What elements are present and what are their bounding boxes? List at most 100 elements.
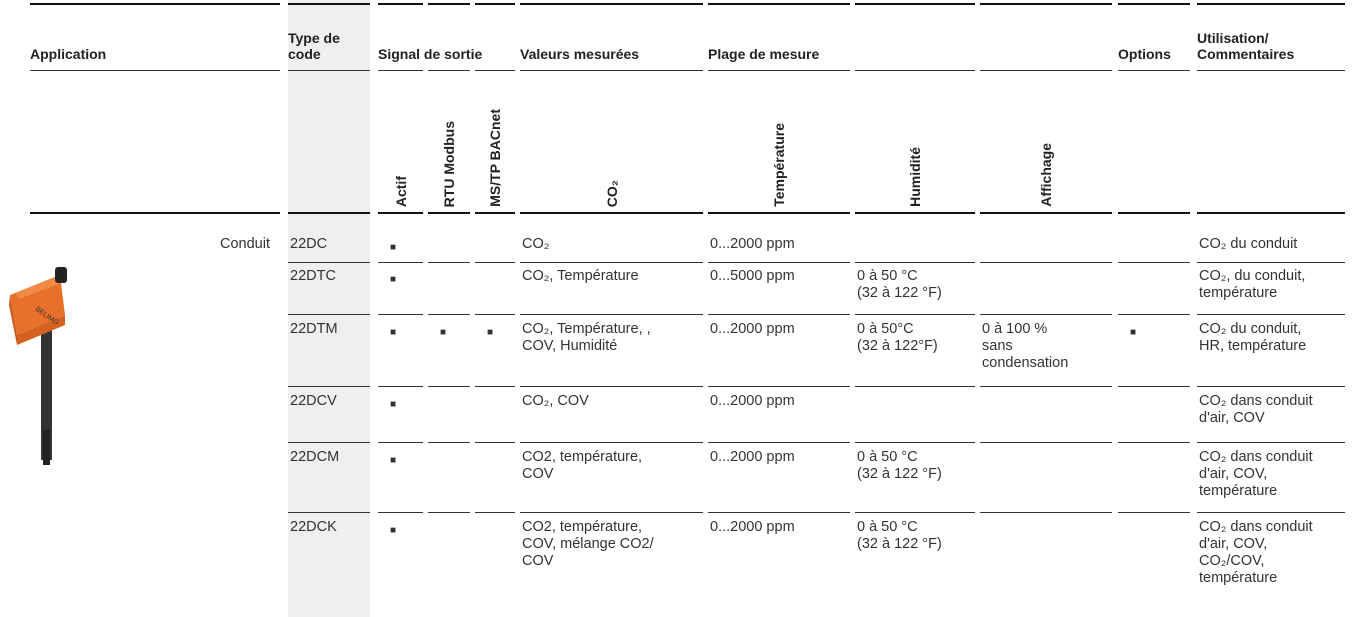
subheader-cell: Actif: [378, 75, 423, 207]
row-rule: [708, 386, 850, 387]
rule: [520, 3, 703, 5]
subheader: Actif: [392, 175, 409, 207]
table-cell: 22DCV: [290, 393, 337, 409]
row-rule: [520, 512, 703, 513]
row-rule: [980, 262, 1112, 263]
row-rule: [428, 262, 470, 263]
application-label: Conduit: [220, 236, 270, 252]
rule: [708, 212, 850, 214]
check-mark: ■: [390, 455, 397, 466]
row-rule: [855, 262, 975, 263]
row-rule: [378, 262, 423, 263]
rule: [855, 212, 975, 214]
row-rule: [855, 512, 975, 513]
row-rule: [1118, 386, 1190, 387]
check-mark: ■: [390, 242, 397, 253]
subheader-cell: MS/TP BACnet: [475, 75, 515, 207]
row-rule: [520, 314, 703, 315]
table-cell: CO2, température, COV: [522, 449, 643, 482]
row-rule: [428, 442, 470, 443]
row-rule: [855, 442, 975, 443]
table-cell: 22DCM: [290, 449, 340, 465]
row-rule: [378, 314, 423, 315]
table-cell: CO₂ dans conduit d'air, COV, température: [1199, 449, 1313, 499]
rule: [288, 3, 370, 5]
row-rule: [980, 512, 1112, 513]
table-cell: CO₂ du conduit: [1199, 236, 1298, 252]
table-cell: 0...2000 ppm: [710, 236, 795, 252]
row-rule: [520, 386, 703, 387]
rule: [1197, 3, 1345, 5]
row-rule: [855, 314, 975, 315]
subheader-cell: CO₂: [520, 75, 703, 207]
table-cell: 0...2000 ppm: [710, 519, 795, 535]
table-cell: 0...5000 ppm: [710, 268, 795, 284]
rule: [1118, 212, 1190, 214]
row-rule: [980, 386, 1112, 387]
rule: [980, 212, 1112, 214]
table-cell: 0 à 50 °C (32 à 122 °F): [857, 519, 942, 552]
rule: [980, 3, 1112, 5]
rule: [520, 212, 703, 214]
rule: [288, 70, 370, 71]
row-rule: [475, 262, 515, 263]
table-cell: CO₂ du conduit, HR, température: [1199, 321, 1307, 354]
rule: [30, 3, 280, 5]
row-rule: [520, 262, 703, 263]
row-rule: [980, 442, 1112, 443]
column-header: Valeurs mesurées: [520, 46, 640, 62]
column-header: Utilisation/ Commentaires: [1197, 30, 1295, 62]
rule: [378, 212, 423, 214]
rule: [475, 212, 515, 214]
row-rule: [378, 386, 423, 387]
subheader: Température: [771, 123, 787, 207]
row-rule: [428, 386, 470, 387]
row-rule: [708, 512, 850, 513]
subheader: Humidité: [907, 147, 923, 207]
check-mark: ■: [440, 327, 447, 338]
rule: [428, 3, 470, 5]
rule: [855, 70, 975, 71]
row-rule: [1118, 262, 1190, 263]
table-cell: CO₂, Température, , COV, Humidité: [522, 321, 651, 354]
product-image: BELIMO: [9, 267, 67, 465]
rule: [1197, 70, 1345, 71]
row-rule: [855, 386, 975, 387]
row-rule: [475, 442, 515, 443]
row-rule: [520, 442, 703, 443]
check-mark: ■: [390, 525, 397, 536]
column-header: Plage de mesure: [708, 46, 820, 62]
row-rule: [378, 442, 423, 443]
row-rule: [1197, 314, 1345, 315]
row-rule: [1197, 386, 1345, 387]
check-mark: ■: [390, 399, 397, 410]
row-rule: [1197, 512, 1345, 513]
row-rule: [1197, 442, 1345, 443]
row-rule: [1118, 314, 1190, 315]
table-cell: 0 à 50 °C (32 à 122 °F): [857, 268, 942, 301]
rule: [708, 70, 850, 71]
rule: [980, 70, 1112, 71]
row-rule: [288, 442, 370, 443]
rule: [1118, 70, 1190, 71]
table-cell: CO2, température, COV, mélange CO2/ COV: [522, 519, 654, 569]
row-rule: [475, 386, 515, 387]
check-mark: ■: [487, 327, 494, 338]
row-rule: [288, 512, 370, 513]
column-header: Options: [1118, 46, 1171, 62]
subheader: MS/TP BACnet: [487, 109, 503, 207]
row-rule: [288, 314, 370, 315]
row-rule: [475, 512, 515, 513]
table-cell: 0...2000 ppm: [710, 449, 795, 465]
subheader: Affichage: [1038, 143, 1054, 207]
rule: [855, 3, 975, 5]
row-rule: [378, 512, 423, 513]
rule: [1197, 212, 1345, 214]
column-header: Type de code: [288, 30, 340, 62]
row-rule: [1118, 512, 1190, 513]
rule: [378, 70, 423, 71]
table-cell: 0 à 50°C (32 à 122°F): [857, 321, 938, 354]
table-cell: 22DCK: [290, 519, 337, 535]
row-rule: [708, 262, 850, 263]
